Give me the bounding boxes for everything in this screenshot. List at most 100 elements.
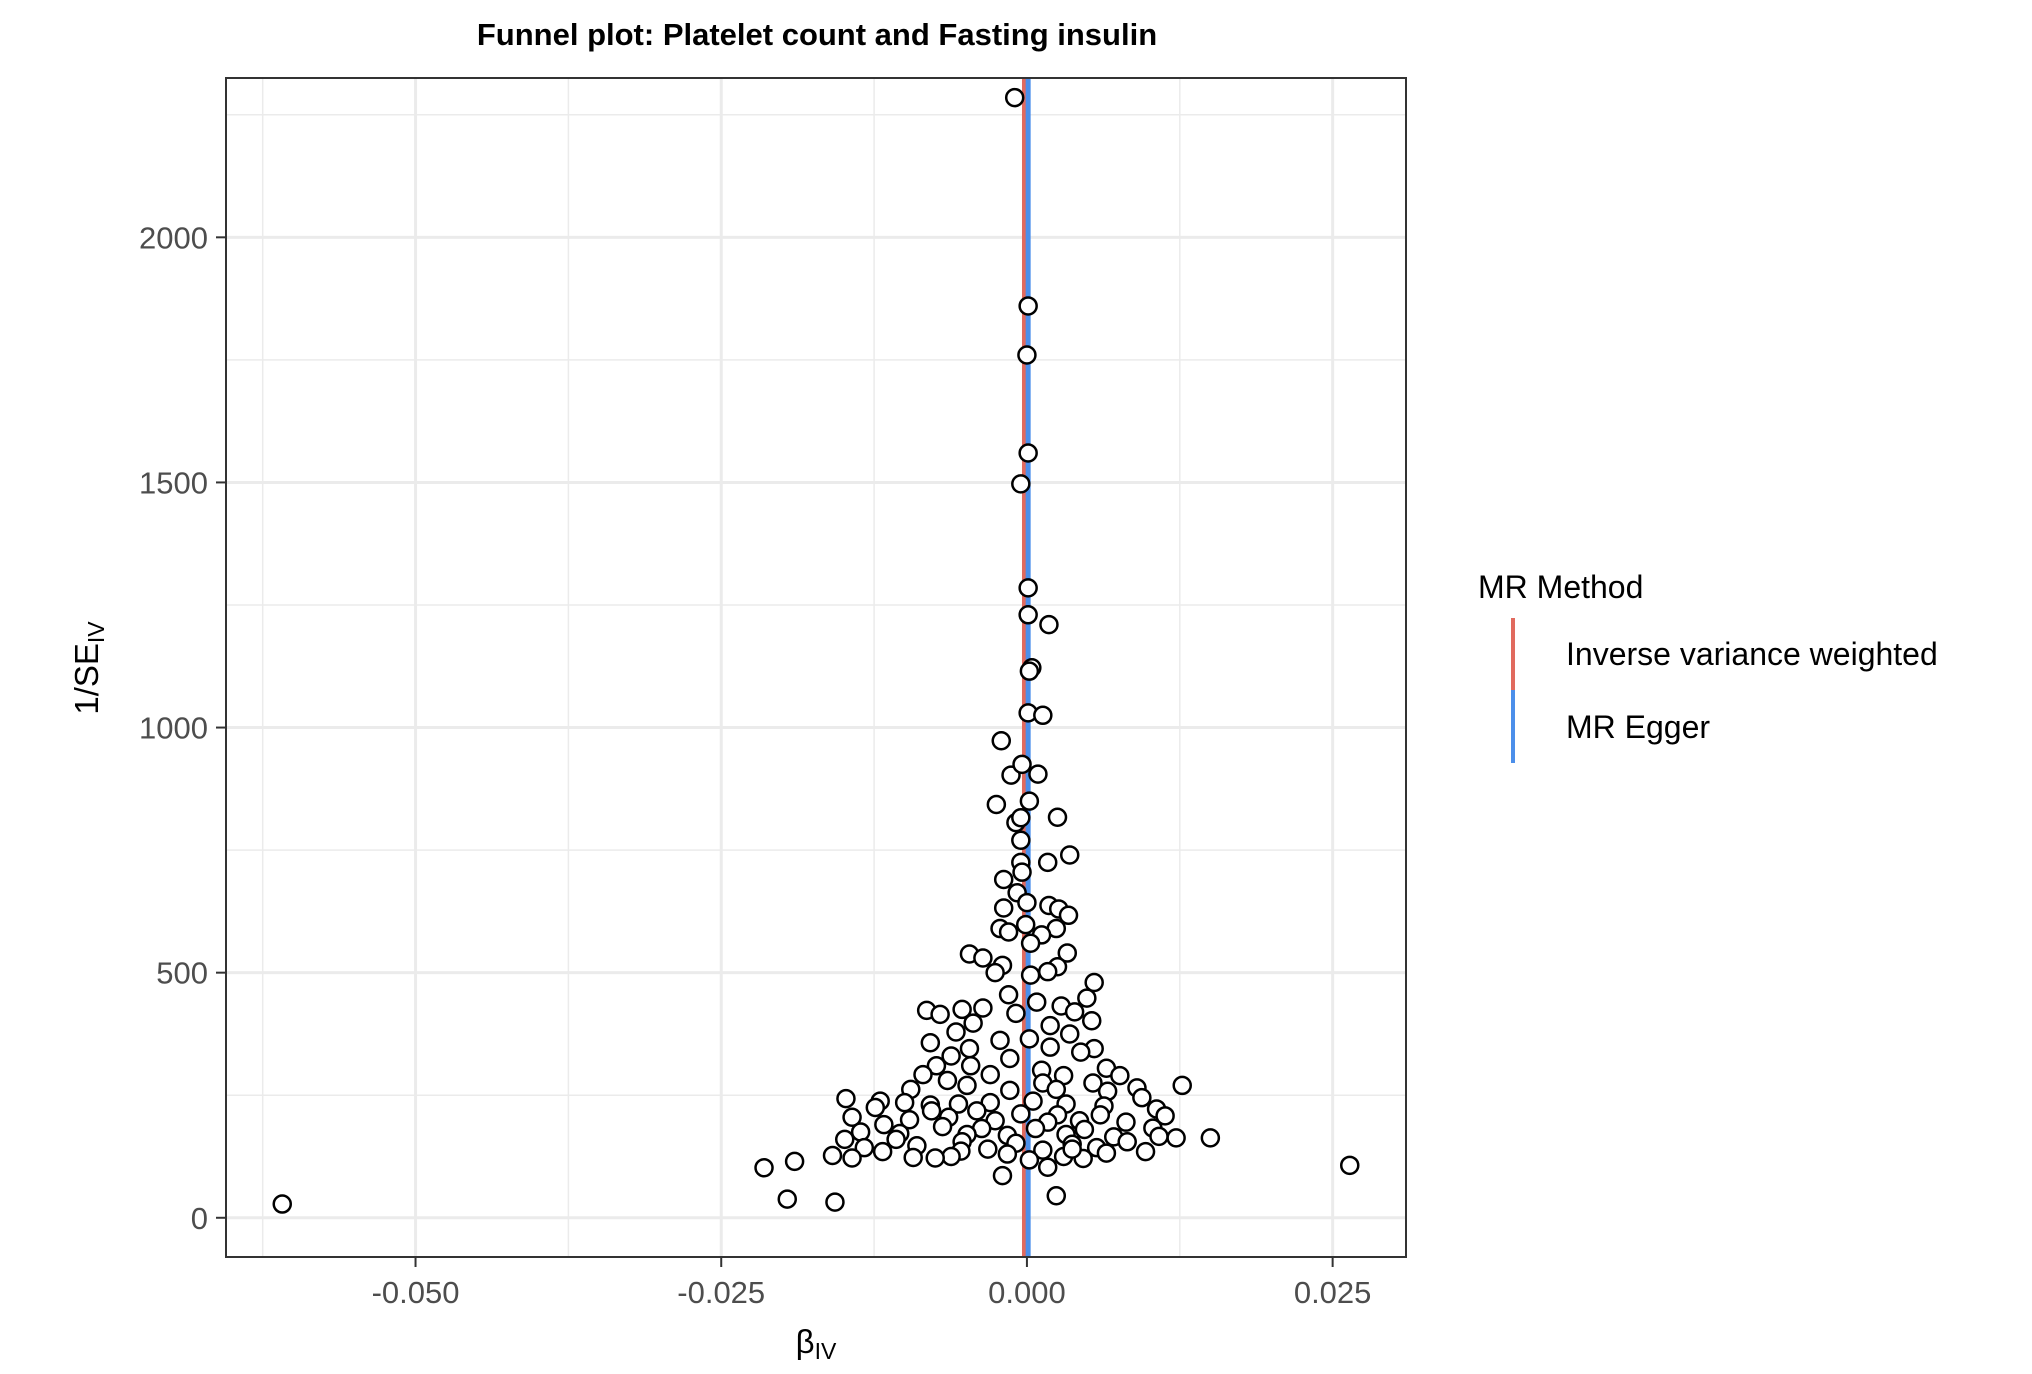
data-point [1033,705,1053,726]
data-point [784,1151,805,1172]
data-point [990,1030,1010,1051]
data-point [1166,1128,1186,1148]
y-tick-label: 1500 [139,465,208,500]
data-point [834,1129,855,1150]
data-point [1040,1037,1060,1057]
data-point [957,1075,977,1096]
data-point [946,1022,966,1042]
data-point [1019,661,1040,681]
data-point [1019,791,1040,811]
data-point [1018,578,1038,598]
data-point [1155,1106,1175,1126]
data-point [1070,1042,1091,1062]
data-point [842,1107,862,1128]
data-point [952,999,972,1020]
data-point [941,1046,961,1066]
data-point [1011,474,1031,494]
data-point [991,731,1012,751]
data-point [930,1004,950,1025]
data-point [1011,830,1031,851]
data-point [1116,1112,1136,1132]
data-point [998,984,1019,1005]
data-point [948,1094,969,1114]
data-point [973,998,993,1018]
data-point [1046,1185,1067,1206]
legend-label-egger: MR Egger [1566,709,1710,745]
data-point [1037,1157,1058,1178]
data-point [1058,905,1079,926]
data-point [1172,1075,1192,1096]
data-point [993,869,1014,890]
data-point [1026,992,1047,1012]
data-point [1000,1080,1020,1101]
data-point [992,1165,1013,1186]
data-point [272,1194,292,1214]
data-point [842,1148,862,1168]
legend-title: MR Method [1478,569,1643,605]
data-point [1018,443,1038,463]
data-point [926,1056,947,1076]
data-point [920,1033,941,1053]
data-point [925,1148,945,1168]
data-point [822,1145,843,1166]
data-point [1200,1128,1221,1148]
data-point [1020,965,1041,985]
data-point [1025,1118,1046,1139]
data-point [1004,87,1025,108]
data-point [1132,1087,1152,1108]
x-axis: -0.050 -0.025 0.000 0.025 [372,1257,1371,1310]
data-point [1047,807,1068,828]
data-point [1028,764,1048,784]
data-point [1117,1132,1137,1152]
data-point [777,1189,798,1209]
minor-grid [226,78,1406,1257]
data-point [1019,1150,1040,1170]
data-point [985,962,1005,983]
data-point [973,948,993,968]
x-tick-label: 0.000 [988,1275,1066,1310]
x-tick-label: -0.050 [372,1275,460,1310]
data-point [980,1064,1000,1085]
data-point [1077,988,1097,1008]
data-point [1149,1126,1169,1147]
chart-title: Funnel plot: Platelet count and Fasting … [477,17,1157,52]
data-point [825,1192,845,1212]
data-point [1012,754,1032,775]
data-point [854,1137,875,1158]
data-point [1011,808,1031,828]
data-point [1037,852,1058,873]
data-point [932,1116,953,1137]
data-point [1020,933,1041,954]
y-axis-title: 1/SEIV [68,621,109,715]
x-axis-title: βIV [796,1323,837,1364]
data-point [921,1101,942,1121]
data-point [937,1070,958,1091]
y-tick-label: 1000 [139,711,208,746]
data-point [1090,1105,1111,1125]
data-point [872,1141,893,1162]
data-point [1017,345,1037,365]
plot-panel-border [225,77,1407,1258]
data-point [1006,1003,1026,1024]
data-point [836,1088,856,1109]
data-point [1081,1010,1102,1031]
data-point [850,1122,871,1142]
data-point [1059,1024,1080,1044]
data-point [1084,972,1104,993]
data-point [1057,943,1078,963]
major-grid [226,78,1406,1257]
data-point [899,1109,920,1130]
data-point [1000,1048,1020,1069]
data-point [986,794,1007,815]
data-point [1059,845,1080,865]
data-point [963,1013,983,1033]
data-point [1018,605,1038,625]
data-points [272,87,1360,1214]
data-point [913,1064,933,1085]
data-point [978,1139,998,1159]
data-point [1012,862,1032,882]
data-point [886,1129,906,1150]
data-point [754,1158,774,1178]
data-point [1018,296,1038,316]
